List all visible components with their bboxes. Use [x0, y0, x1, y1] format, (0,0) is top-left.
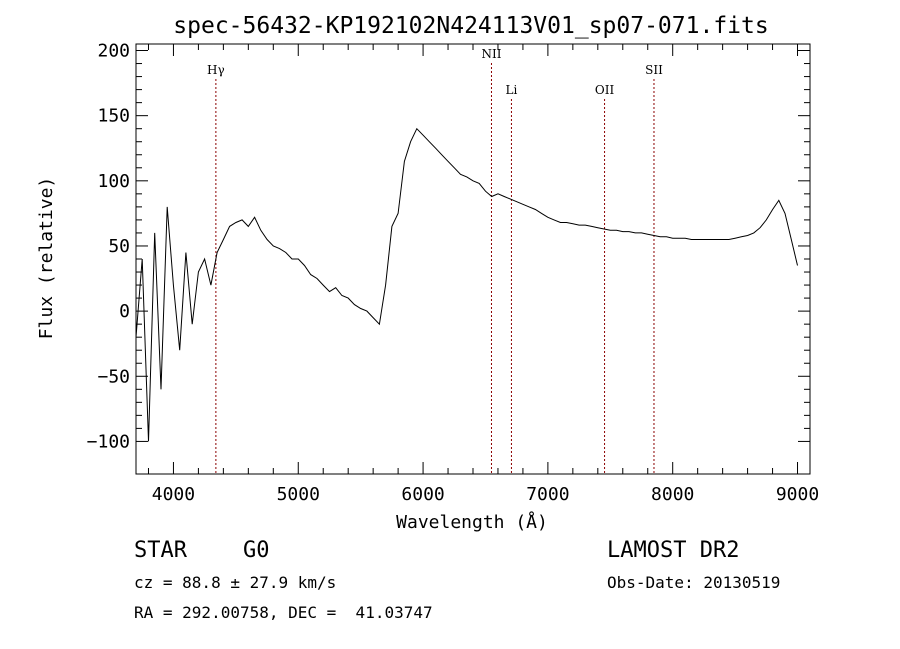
y-tick-label: 0 — [119, 301, 130, 322]
y-axis-label: Flux (relative) — [36, 177, 57, 340]
line-marker-label: Li — [506, 83, 518, 97]
y-tick-label: 100 — [97, 171, 130, 192]
x-tick-label: 8000 — [651, 484, 694, 505]
y-tick-label: 200 — [97, 41, 130, 62]
line-marker-label: OII — [595, 83, 615, 97]
object-class: STAR — [134, 538, 187, 563]
redshift-text: cz = 88.8 ± 27.9 km/s — [134, 573, 337, 592]
x-tick-label: 5000 — [277, 484, 320, 505]
x-ticks: 4000 5000 6000 7000 8000 9000 — [147, 44, 819, 505]
y-tick-label: −100 — [87, 431, 130, 452]
chart-title: spec-56432-KP192102N424113V01_sp07-071.f… — [173, 13, 768, 39]
obs-date: Obs-Date: 20130519 — [607, 573, 781, 592]
line-marker-label: SII — [645, 63, 663, 77]
x-tick-label: 4000 — [152, 484, 195, 505]
x-tick-label: 6000 — [401, 484, 444, 505]
x-tick-label: 9000 — [776, 484, 819, 505]
emission-line-markers: Hγ NII Li OII SII — [207, 47, 663, 474]
plot-frame — [135, 43, 811, 475]
survey-name: LAMOST DR2 — [607, 538, 740, 563]
spectrum-line — [135, 127, 798, 442]
object-subclass: G0 — [243, 538, 270, 563]
x-tick-label: 7000 — [526, 484, 569, 505]
y-ticks: −100 −50 0 50 100 150 200 — [87, 41, 810, 452]
line-marker-label: NII — [481, 47, 501, 61]
y-tick-label: −50 — [97, 366, 130, 387]
y-tick-label: 50 — [108, 236, 130, 257]
line-marker-label: Hγ — [207, 63, 225, 77]
y-tick-label: 150 — [97, 106, 130, 127]
coordinates-text: RA = 292.00758, DEC = 41.03747 — [134, 603, 433, 622]
x-axis-label: Wavelength (Å) — [396, 511, 548, 533]
